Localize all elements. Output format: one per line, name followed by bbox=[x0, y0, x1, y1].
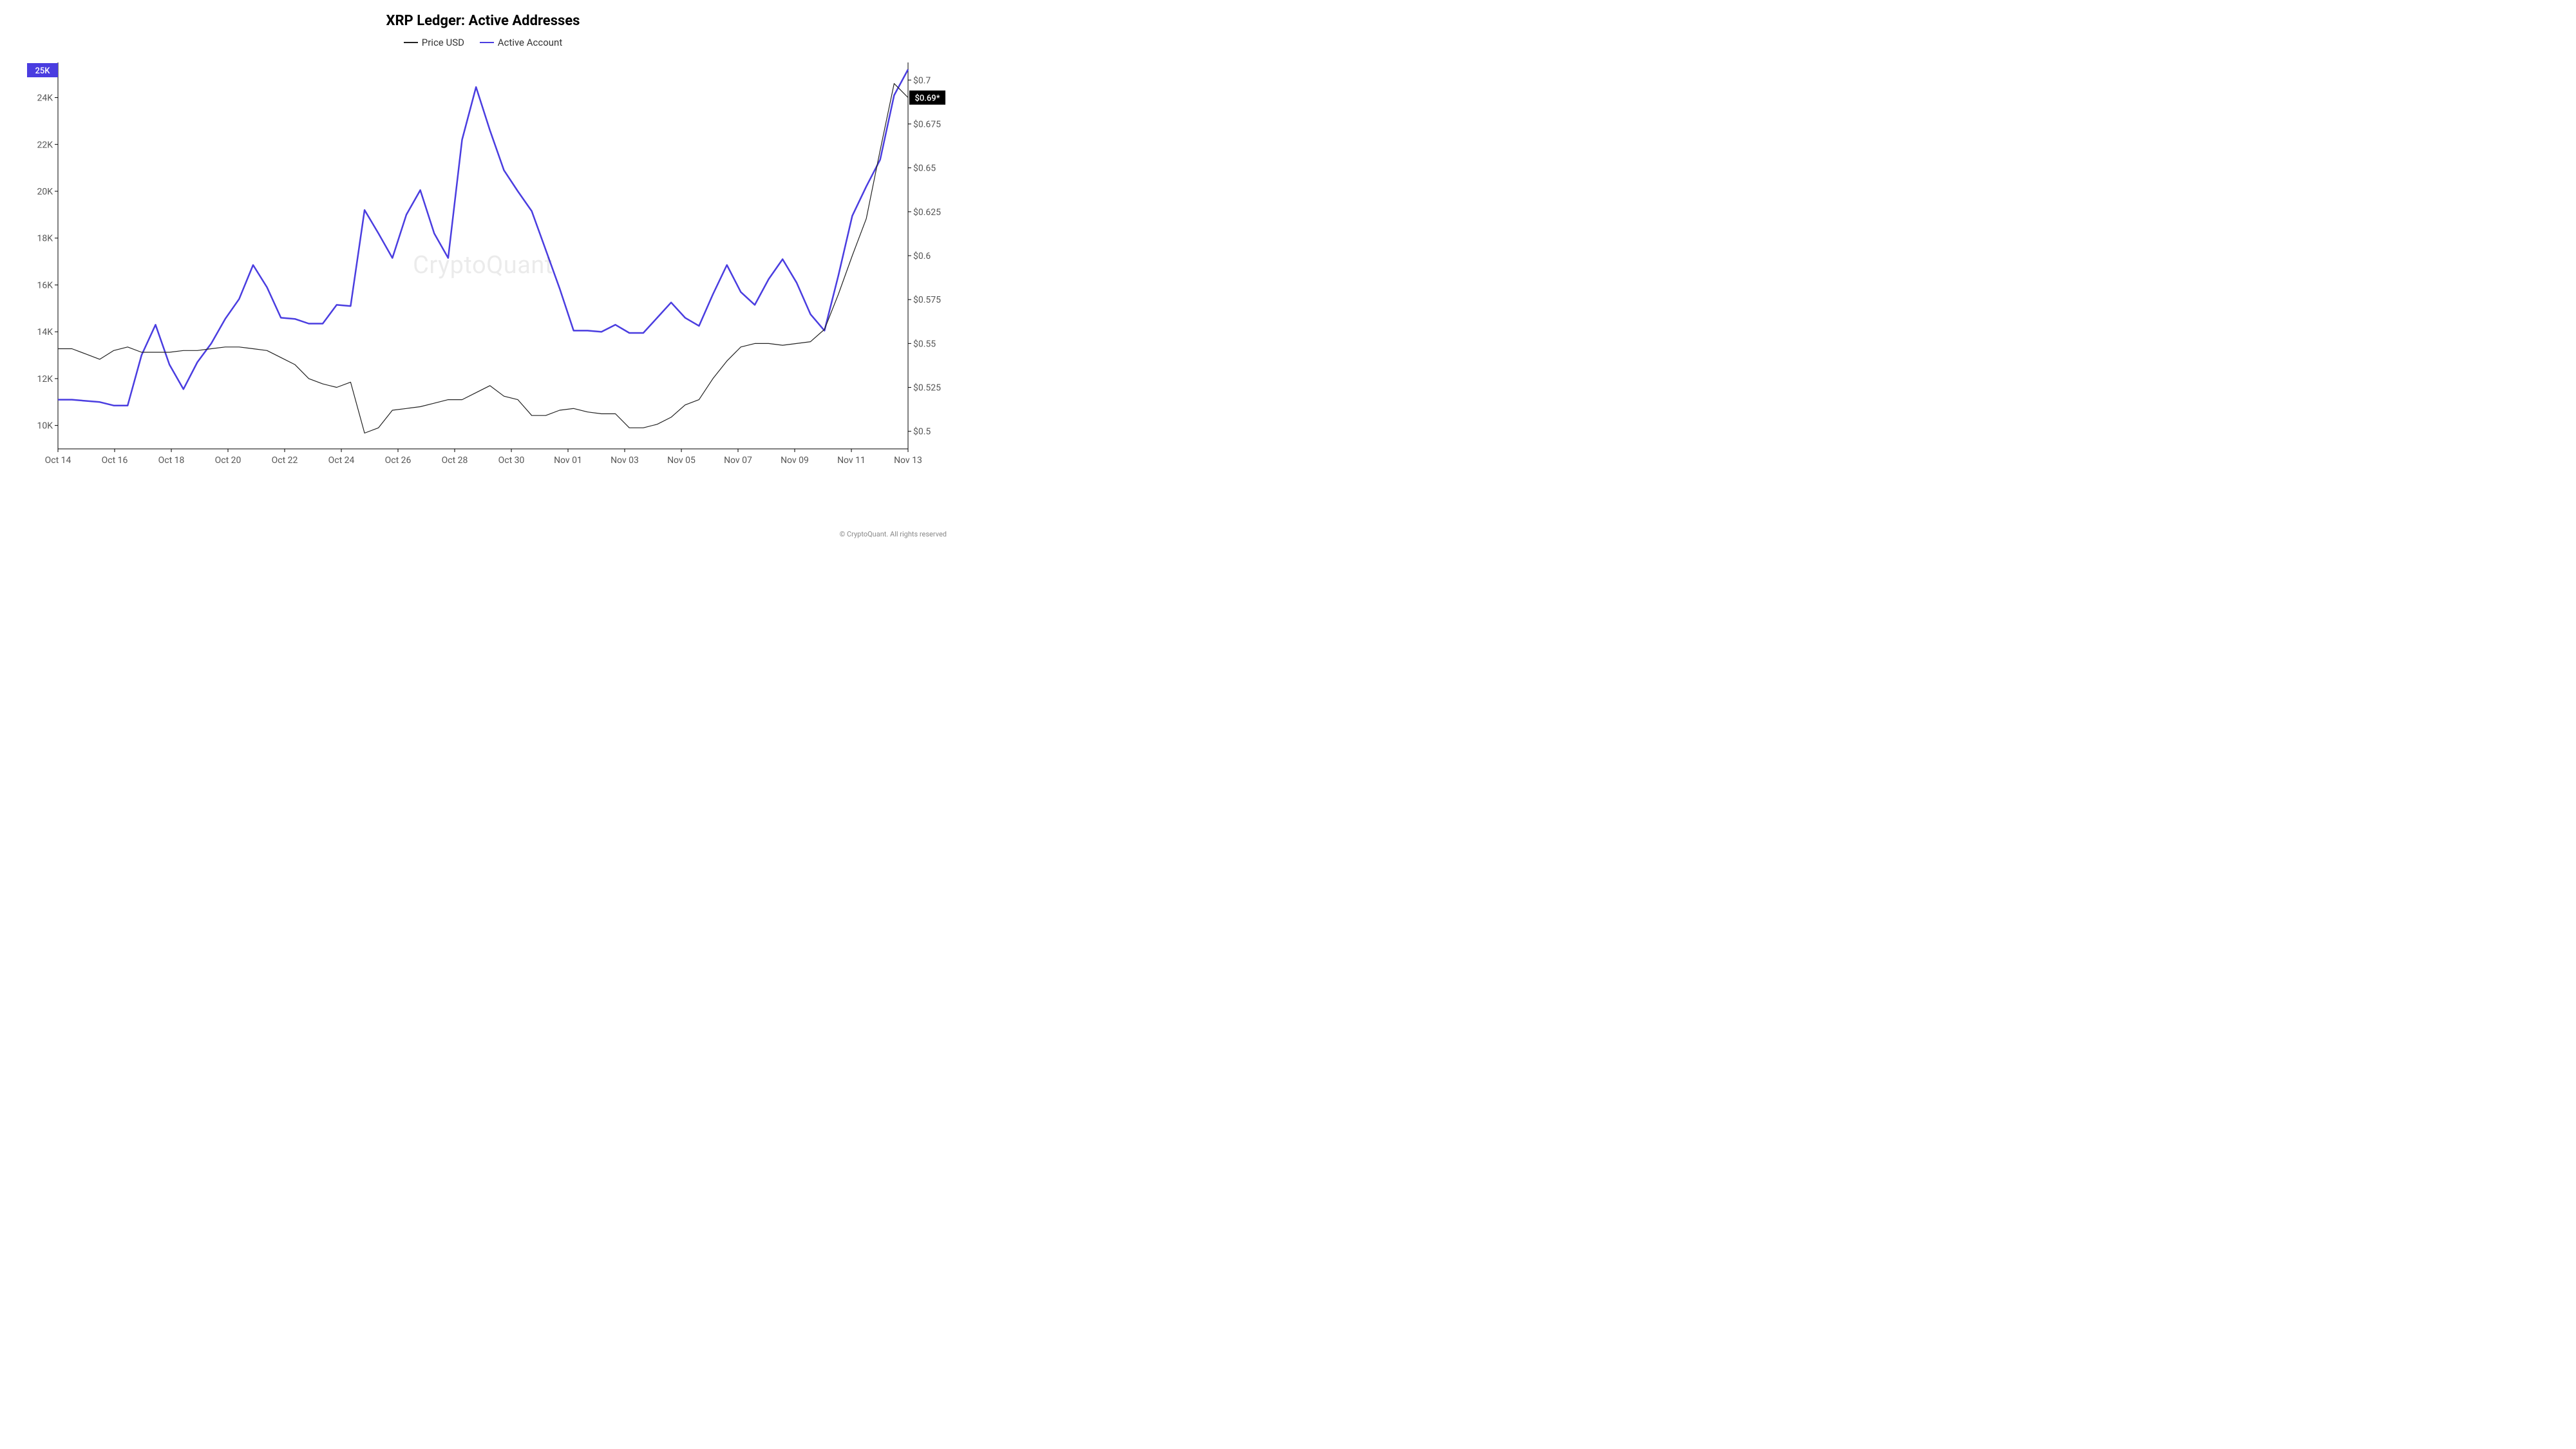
x-tick-label: Oct 30 bbox=[498, 455, 525, 466]
x-tick-label: Oct 16 bbox=[102, 455, 128, 466]
x-tick-label: Oct 22 bbox=[272, 455, 298, 466]
y-right-tick-label: $0.575 bbox=[913, 294, 941, 305]
legend-item-active: Active Account bbox=[480, 37, 563, 48]
chart-title: XRP Ledger: Active Addresses bbox=[19, 13, 947, 29]
x-tick-label: Nov 03 bbox=[611, 455, 639, 466]
y-left-tick-label: 14K bbox=[37, 327, 53, 337]
x-tick-label: Nov 07 bbox=[724, 455, 752, 466]
right-value-tag: $0.69* bbox=[915, 94, 940, 104]
x-tick-label: Oct 20 bbox=[215, 455, 242, 466]
legend: Price USD Active Account bbox=[19, 34, 947, 48]
x-tick-label: Nov 01 bbox=[554, 455, 582, 466]
series-price-usd bbox=[58, 84, 908, 433]
legend-label-price: Price USD bbox=[422, 37, 464, 48]
y-right-tick-label: $0.625 bbox=[913, 207, 941, 218]
legend-label-active: Active Account bbox=[498, 37, 563, 48]
y-left-tick-label: 20K bbox=[37, 187, 53, 197]
y-left-tick-label: 24K bbox=[37, 93, 53, 104]
x-tick-label: Oct 14 bbox=[45, 455, 71, 466]
y-right-tick-label: $0.6 bbox=[913, 251, 931, 261]
y-right-tick-label: $0.65 bbox=[913, 163, 936, 174]
y-right-tick-label: $0.55 bbox=[913, 338, 936, 349]
x-tick-label: Oct 24 bbox=[328, 455, 355, 466]
y-left-tick-label: 16K bbox=[37, 280, 53, 290]
left-value-tag: 25K bbox=[35, 66, 51, 76]
y-right-tick-label: $0.675 bbox=[913, 118, 941, 129]
footer-attribution: © CryptoQuant. All rights reserved bbox=[840, 530, 947, 538]
series-active-account bbox=[58, 70, 908, 406]
x-tick-label: Nov 11 bbox=[837, 455, 866, 466]
y-right-tick-label: $0.7 bbox=[913, 75, 931, 86]
x-tick-label: Nov 05 bbox=[667, 455, 696, 466]
chart-svg: 10K 12K 14K 16K 18K 20K 22K 24K $0.5 $0.525 $0.55 $… bbox=[19, 56, 947, 475]
plot-area: CryptoQuant 10K12K14K16K18K20K22K24K$0.5… bbox=[19, 56, 947, 475]
y-right-tick-label: $0.5 bbox=[913, 426, 931, 437]
x-tick-label: Oct 26 bbox=[385, 455, 412, 466]
x-tick-label: Nov 13 bbox=[894, 455, 922, 466]
y-left-tick-label: 10K bbox=[37, 421, 53, 431]
x-tick-label: Oct 18 bbox=[158, 455, 185, 466]
legend-item-price: Price USD bbox=[404, 37, 464, 48]
y-left-tick-label: 22K bbox=[37, 140, 53, 150]
y-left-tick-label: 12K bbox=[37, 374, 53, 384]
y-left-tick-label: 18K bbox=[37, 234, 53, 244]
legend-swatch-price bbox=[404, 42, 418, 43]
chart-container: XRP Ledger: Active Addresses Price USD A… bbox=[0, 0, 966, 544]
x-tick-label: Nov 09 bbox=[781, 455, 809, 466]
x-tick-label: Oct 28 bbox=[442, 455, 468, 466]
y-right-tick-label: $0.525 bbox=[913, 383, 941, 393]
legend-swatch-active bbox=[480, 42, 494, 43]
